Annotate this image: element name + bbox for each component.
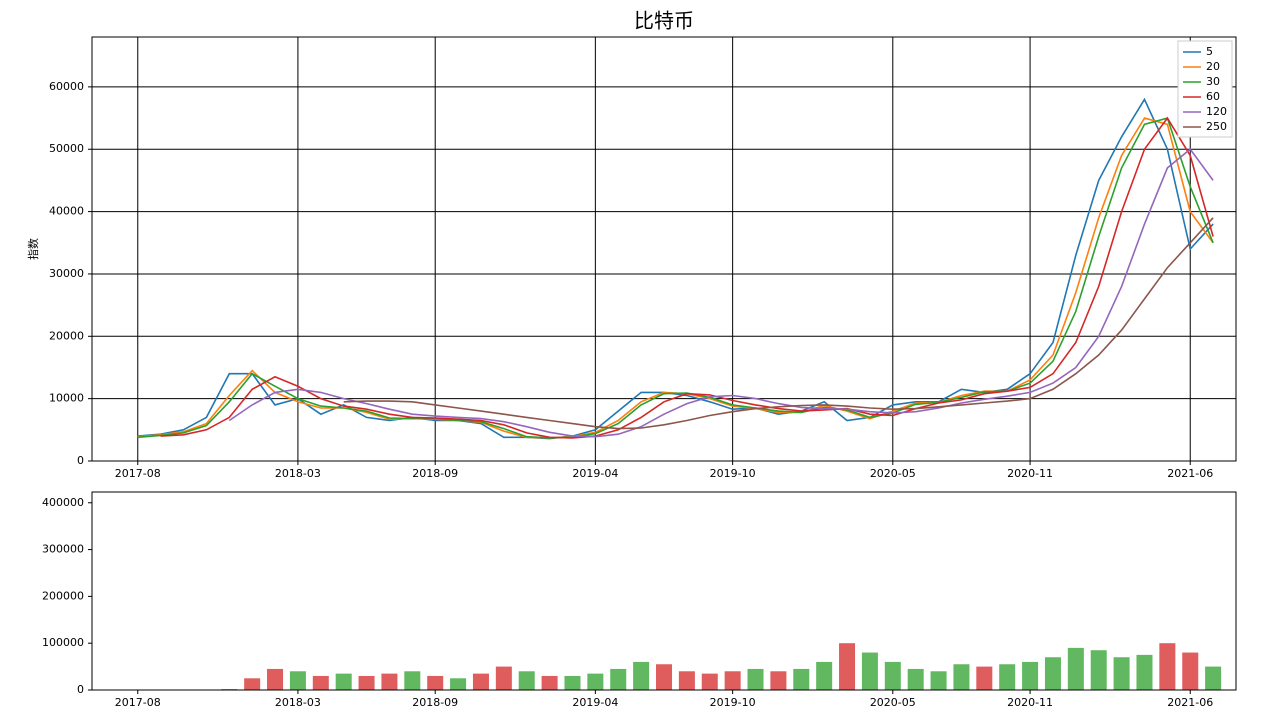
legend-label: 120 <box>1206 105 1227 118</box>
volume-bar <box>678 671 695 690</box>
volume-bar <box>907 668 924 690</box>
x-tick-label: 2019-04 <box>572 467 618 480</box>
volume-bar <box>610 668 627 690</box>
volume-bar <box>999 664 1016 690</box>
volume-bar <box>793 668 810 690</box>
x-tick-label: 2019-04 <box>572 696 618 709</box>
volume-bar <box>839 643 856 690</box>
volume-bar <box>427 675 444 690</box>
x-tick-label: 2018-09 <box>412 467 458 480</box>
volume-bar <box>267 668 284 690</box>
volume-bar <box>1022 661 1039 690</box>
plot-frame <box>91 36 1237 462</box>
y-axis-label: 指数 <box>26 238 40 260</box>
volume-bar <box>701 673 718 690</box>
volume-bar <box>335 673 352 690</box>
legend-box <box>1177 40 1233 138</box>
volume-bar <box>518 671 535 690</box>
legend-label: 30 <box>1206 75 1220 88</box>
y-tick-label: 300000 <box>42 543 84 556</box>
legend-label: 60 <box>1206 90 1220 103</box>
x-tick-label: 2020-05 <box>870 467 916 480</box>
legend-label: 5 <box>1206 45 1213 58</box>
volume-bar <box>1113 657 1130 690</box>
x-tick-label: 2019-10 <box>710 467 756 480</box>
volume-bar <box>289 671 306 690</box>
volume-bar <box>450 678 467 690</box>
y-tick-label: 50000 <box>49 142 84 155</box>
y-tick-label: 10000 <box>49 392 84 405</box>
volume-bar <box>358 675 375 690</box>
volume-bar <box>244 678 261 690</box>
y-tick-label: 40000 <box>49 205 84 218</box>
y-tick-label: 100000 <box>42 636 84 649</box>
series-line <box>160 116 1214 439</box>
volume-bar <box>1067 647 1084 690</box>
volume-bar <box>861 652 878 690</box>
legend-label: 20 <box>1206 60 1220 73</box>
volume-bar <box>541 675 558 690</box>
volume-bar <box>724 671 741 690</box>
volume-bar <box>976 666 993 690</box>
volume-bar <box>655 664 673 690</box>
volume-bar <box>1159 643 1176 690</box>
volume-bar <box>1205 666 1222 690</box>
volume-bar <box>1182 652 1199 690</box>
volume-bar <box>633 661 650 690</box>
chart-title: 比特币 <box>634 9 694 33</box>
x-tick-label: 2017-08 <box>115 696 161 709</box>
volume-bar <box>1044 657 1061 690</box>
volume-bar <box>312 675 329 690</box>
x-tick-label: 2018-03 <box>275 696 321 709</box>
x-tick-label: 2021-06 <box>1167 696 1213 709</box>
x-tick-label: 2020-05 <box>870 696 916 709</box>
x-tick-label: 2018-09 <box>412 696 458 709</box>
legend-label: 250 <box>1206 120 1227 133</box>
y-tick-label: 0 <box>77 683 84 696</box>
series-line <box>343 217 1214 430</box>
y-tick-label: 30000 <box>49 267 84 280</box>
x-tick-label: 2017-08 <box>115 467 161 480</box>
legend: 5 20 30 60 120 250 <box>1177 40 1233 138</box>
volume-bar <box>564 675 581 690</box>
volume-bar <box>381 673 398 690</box>
volume-bar <box>587 673 604 690</box>
volume-bar <box>1136 654 1153 690</box>
x-tick-label: 2019-10 <box>710 696 756 709</box>
x-tick-label: 2018-03 <box>275 467 321 480</box>
x-tick-label: 2020-11 <box>1007 467 1053 480</box>
volume-bar <box>930 671 947 690</box>
volume-bar <box>816 661 833 690</box>
series-line <box>137 117 1214 439</box>
x-tick-label: 2021-06 <box>1167 467 1213 480</box>
volume-bar <box>1090 650 1107 690</box>
plot-frame <box>91 491 1237 691</box>
volume-bar <box>884 661 901 690</box>
y-tick-label: 400000 <box>42 496 84 509</box>
volume-bar <box>770 671 787 690</box>
series-line <box>228 148 1214 438</box>
volume-bar <box>953 664 970 690</box>
y-tick-label: 0 <box>77 454 84 467</box>
y-tick-label: 60000 <box>49 80 84 93</box>
y-tick-label: 20000 <box>49 329 84 342</box>
x-tick-label: 2020-11 <box>1007 696 1053 709</box>
volume-bar <box>495 666 512 690</box>
y-tick-label: 200000 <box>42 589 84 602</box>
volume-bar <box>404 671 421 690</box>
volume-bar <box>747 668 764 690</box>
volume-bar <box>472 673 489 690</box>
